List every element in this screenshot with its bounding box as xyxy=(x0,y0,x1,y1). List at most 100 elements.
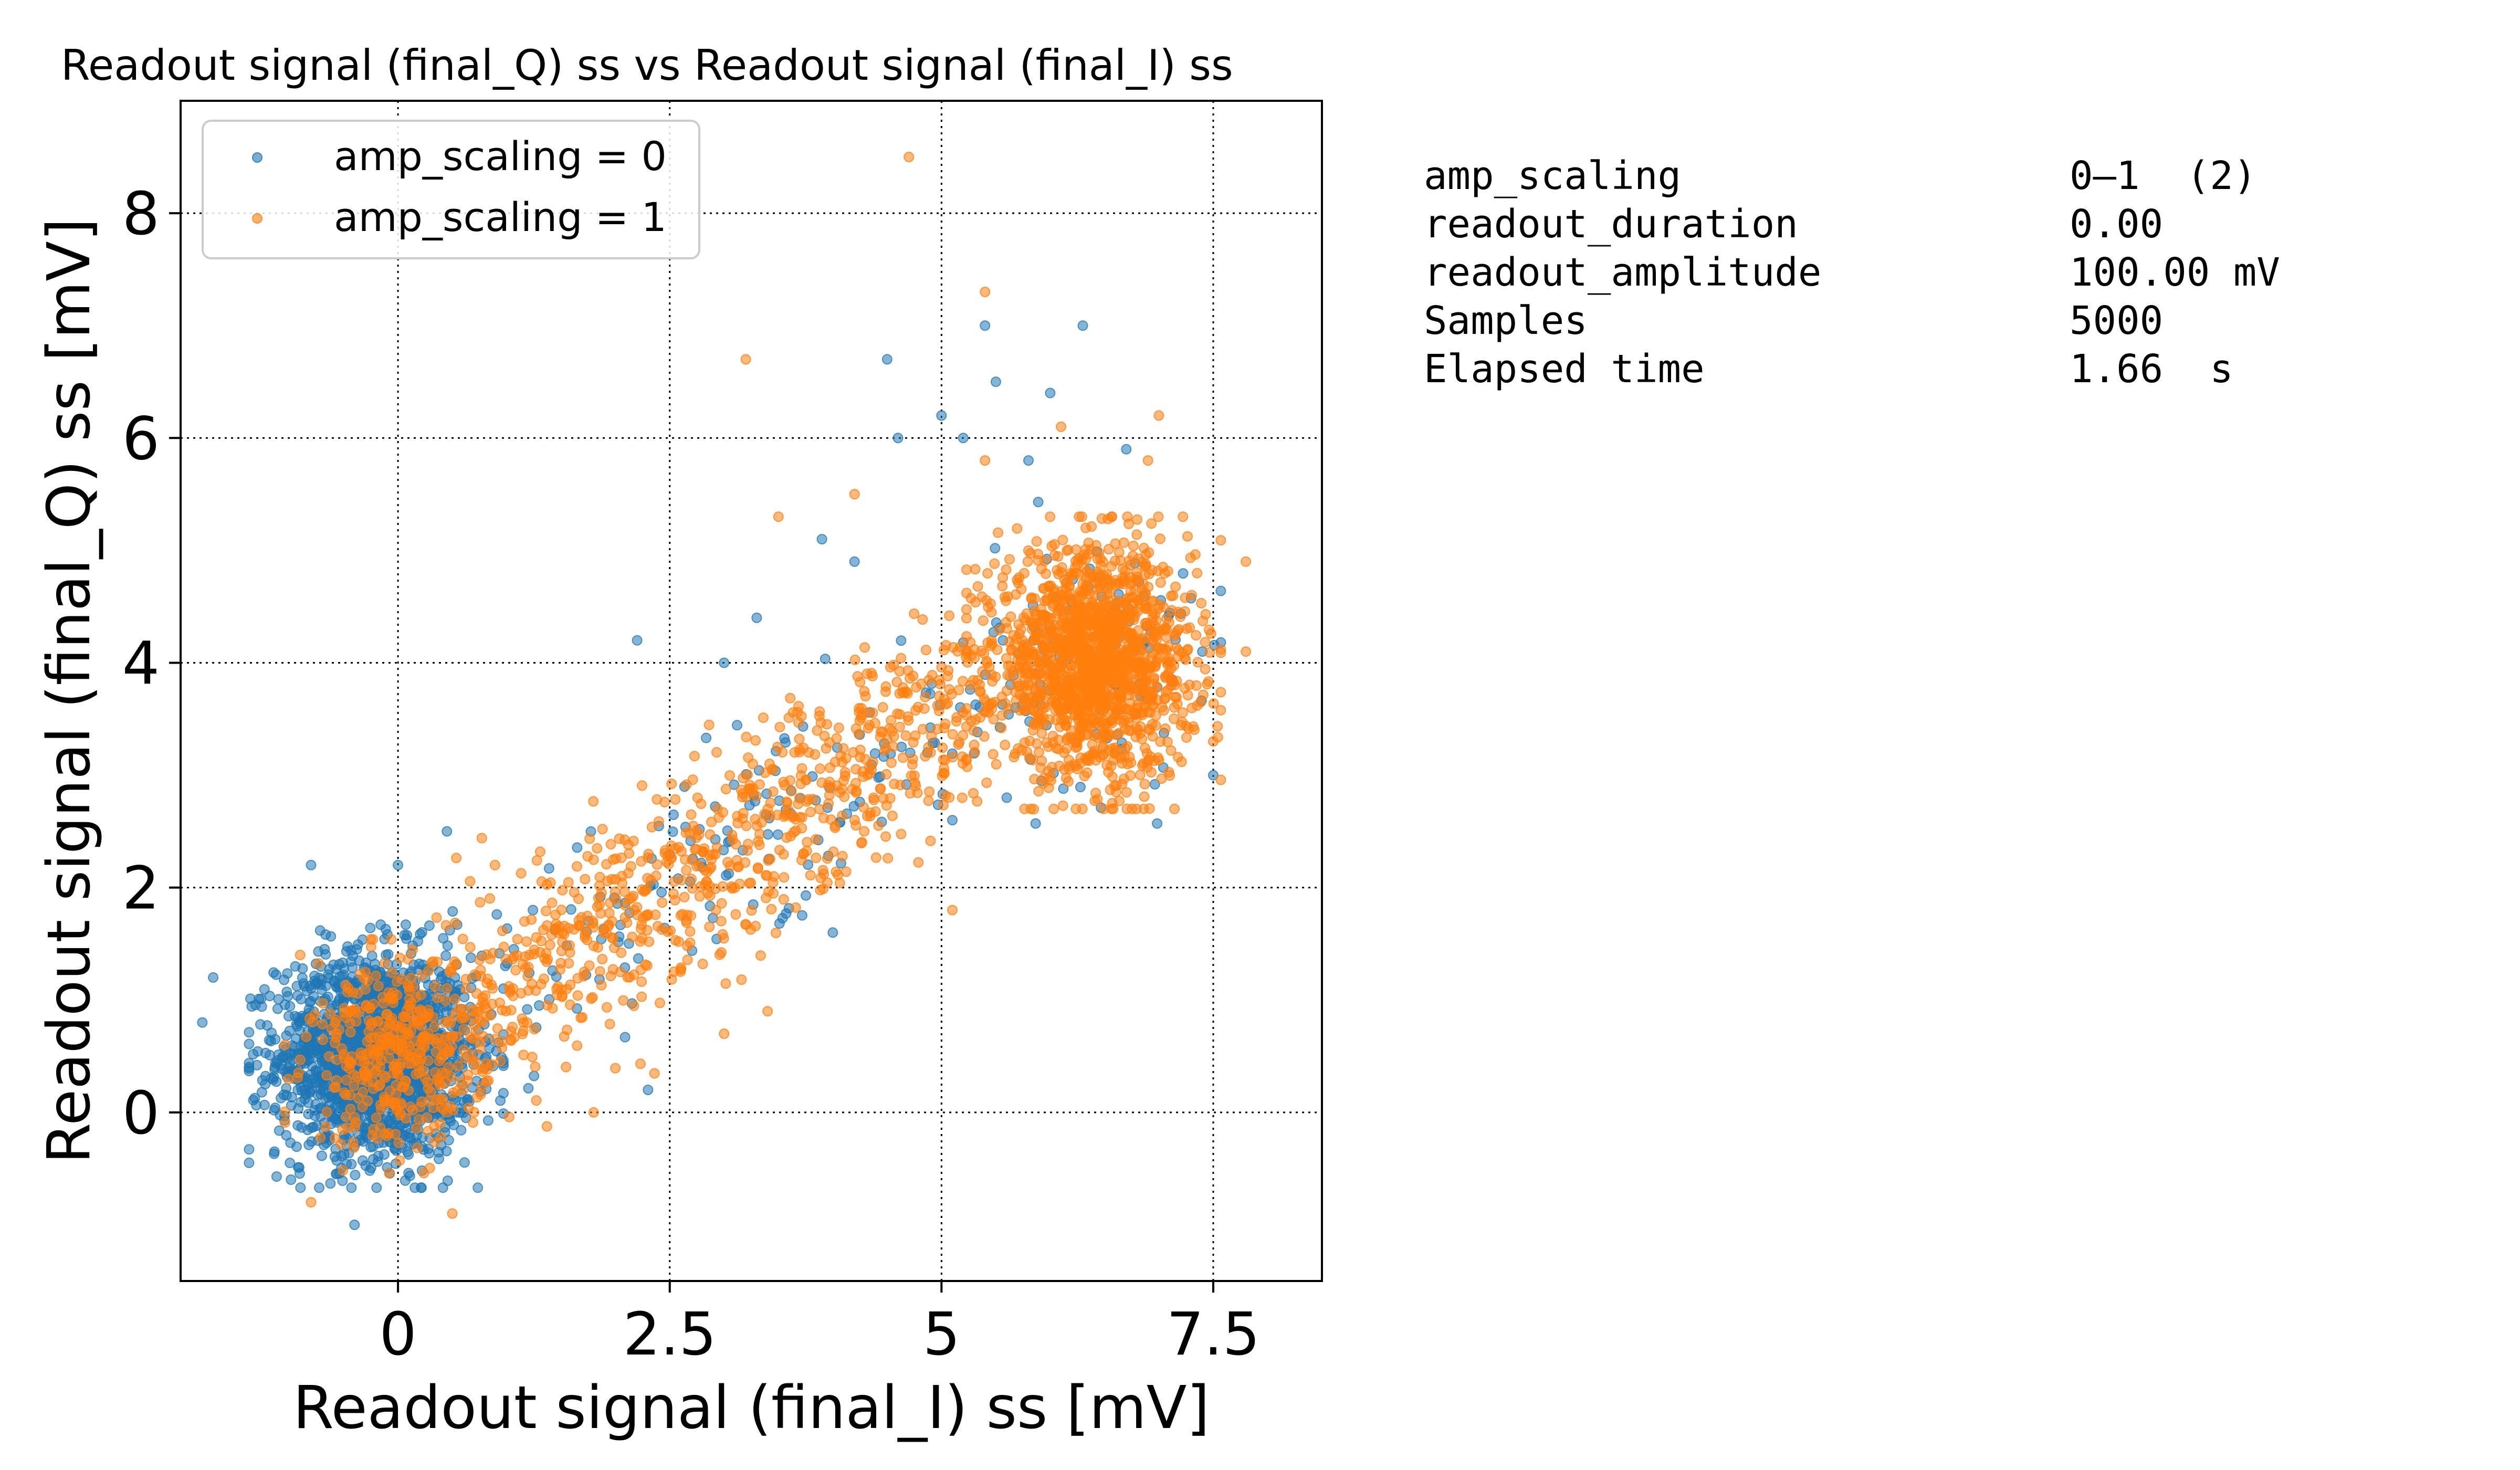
data-point-series-1 xyxy=(400,1012,411,1023)
data-point-series-1 xyxy=(1036,688,1047,699)
data-point-series-1 xyxy=(1084,641,1095,652)
data-point-series-1 xyxy=(546,929,557,940)
data-point-series-1 xyxy=(907,753,918,764)
data-point-series-0 xyxy=(332,1114,343,1125)
data-point-series-1 xyxy=(605,839,616,850)
data-point-series-1 xyxy=(987,676,998,687)
data-point-series-1 xyxy=(1200,609,1211,620)
data-point-series-1 xyxy=(730,909,741,920)
data-point-series-1 xyxy=(897,752,908,763)
data-point-series-1 xyxy=(1075,553,1086,564)
data-point-series-0 xyxy=(329,975,340,986)
data-point-series-1 xyxy=(442,983,453,994)
data-point-series-1 xyxy=(582,851,593,862)
data-point-series-1 xyxy=(471,1092,482,1103)
data-point-series-0 xyxy=(456,1125,467,1136)
info-value-readout-duration: 0.00 xyxy=(2070,202,2163,247)
data-point-series-1 xyxy=(385,1097,396,1108)
data-point-series-1 xyxy=(529,949,540,960)
data-point-series-1 xyxy=(405,1051,416,1062)
data-point-series-1 xyxy=(457,933,468,944)
data-point-series-0 xyxy=(1001,792,1012,803)
data-point-series-0 xyxy=(295,1025,306,1036)
data-point-series-1 xyxy=(476,1081,487,1092)
data-point-series-0 xyxy=(371,1182,382,1193)
data-point-series-1 xyxy=(940,640,951,651)
data-point-series-1 xyxy=(923,795,934,806)
data-point-series-0 xyxy=(528,905,539,916)
data-point-series-1 xyxy=(1031,536,1042,547)
data-point-series-1 xyxy=(344,1090,355,1100)
data-point-series-1 xyxy=(435,1118,446,1129)
data-point-series-1 xyxy=(962,657,973,668)
data-point-series-1 xyxy=(1045,511,1056,522)
data-point-series-1 xyxy=(609,942,620,953)
data-point-series-1 xyxy=(495,1056,506,1067)
data-point-series-1 xyxy=(1034,747,1044,758)
data-point-series-1 xyxy=(970,597,981,608)
data-point-series-1 xyxy=(870,806,881,817)
data-point-series-1 xyxy=(339,1003,350,1014)
data-point-series-1 xyxy=(875,783,886,794)
data-point-series-1 xyxy=(720,784,731,794)
data-point-series-0 xyxy=(208,972,219,983)
data-point-series-1 xyxy=(727,830,738,841)
data-point-series-1 xyxy=(732,862,743,873)
data-point-series-1 xyxy=(657,897,668,908)
data-point-series-1 xyxy=(877,702,888,713)
data-point-series-1 xyxy=(414,1114,425,1125)
data-point-series-0 xyxy=(1030,818,1041,829)
data-point-series-1 xyxy=(670,794,681,805)
data-point-series-1 xyxy=(1114,547,1125,558)
data-point-series-1 xyxy=(406,998,417,1009)
data-point-series-1 xyxy=(1065,631,1076,642)
data-point-series-1 xyxy=(1153,653,1164,664)
data-point-series-1 xyxy=(962,761,973,772)
data-point-series-1 xyxy=(509,1032,520,1043)
data-point-series-1 xyxy=(318,1034,328,1045)
data-point-series-1 xyxy=(545,877,556,888)
data-point-series-0 xyxy=(400,919,411,930)
data-point-series-1 xyxy=(912,701,923,712)
data-point-series-1 xyxy=(696,799,707,810)
data-point-series-1 xyxy=(489,859,500,870)
data-point-series-1 xyxy=(564,947,575,958)
data-point-series-1 xyxy=(936,662,947,673)
data-point-series-0 xyxy=(529,1070,540,1082)
data-point-series-1 xyxy=(824,790,835,801)
data-point-series-1 xyxy=(295,1054,306,1065)
data-point-series-0 xyxy=(283,1011,294,1022)
data-point-series-0 xyxy=(632,635,643,646)
data-point-series-1 xyxy=(536,979,547,990)
data-point-series-1 xyxy=(531,1095,542,1106)
data-point-series-1 xyxy=(1105,784,1116,795)
data-point-series-1 xyxy=(704,921,715,932)
data-point-series-0 xyxy=(337,1175,348,1186)
data-point-series-1 xyxy=(887,810,898,821)
data-point-series-1 xyxy=(1156,773,1167,784)
data-point-series-0 xyxy=(197,1017,208,1028)
data-point-series-1 xyxy=(565,999,575,1010)
data-point-series-1 xyxy=(487,983,498,994)
data-point-series-0 xyxy=(402,930,413,941)
data-point-series-1 xyxy=(1139,791,1150,802)
data-point-series-1 xyxy=(1096,513,1107,524)
data-point-series-1 xyxy=(1125,770,1136,781)
data-point-series-1 xyxy=(745,924,756,935)
data-point-series-1 xyxy=(1033,633,1043,644)
data-point-series-1 xyxy=(1091,540,1101,551)
data-point-series-1 xyxy=(926,730,937,741)
data-point-series-1 xyxy=(810,834,821,845)
data-point-series-0 xyxy=(482,1115,494,1126)
data-point-series-1 xyxy=(796,763,807,774)
data-point-series-0 xyxy=(293,1103,304,1114)
data-point-series-1 xyxy=(1181,732,1192,743)
data-point-series-1 xyxy=(944,610,955,621)
data-point-series-1 xyxy=(321,1070,332,1081)
data-point-series-1 xyxy=(372,1042,383,1053)
data-point-series-1 xyxy=(752,863,763,874)
data-point-series-1 xyxy=(507,1022,518,1033)
data-point-series-1 xyxy=(338,1049,349,1060)
data-point-series-1 xyxy=(1091,688,1102,699)
data-point-series-0 xyxy=(269,1148,280,1159)
